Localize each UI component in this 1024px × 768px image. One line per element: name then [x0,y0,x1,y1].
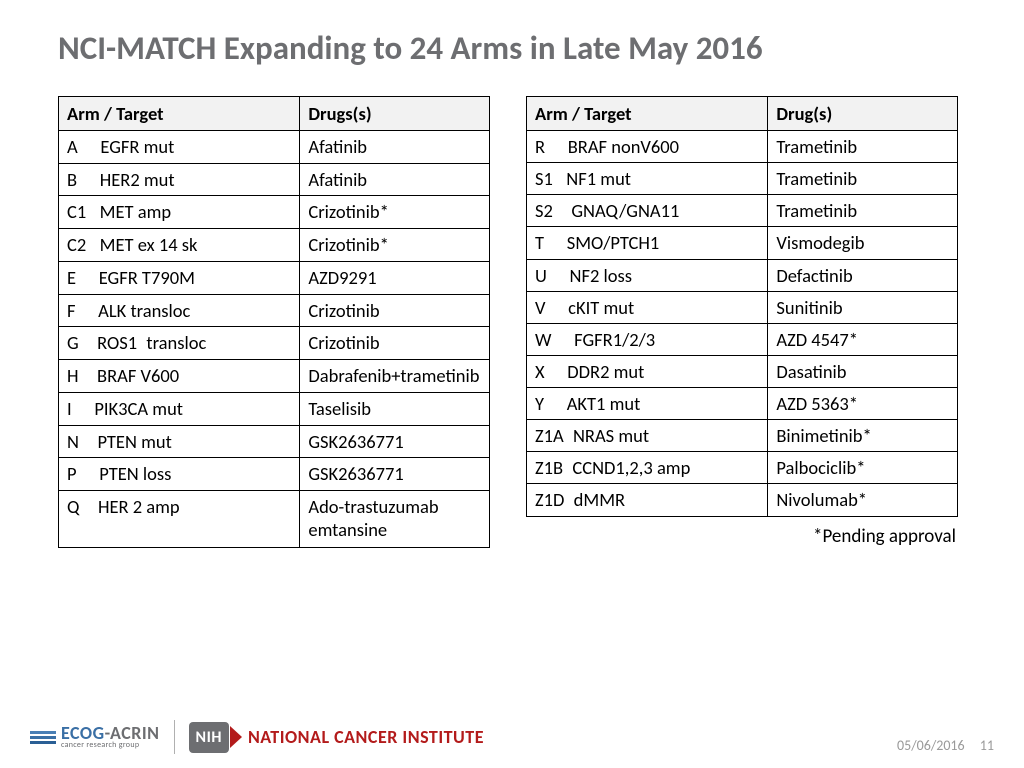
arms-table-right: Arm / Target Drug(s) R BRAF nonV600Trame… [526,96,958,517]
table-row: A EGFR mutAfatinib [59,131,490,164]
drug-cell: AZD 5363* [768,388,958,420]
drug-cell: Trametinib [768,163,958,195]
arm-target-cell: T SMO/PTCH1 [527,227,768,259]
table-row: F ALK translocCrizotinib [59,294,490,327]
arm-target-cell: B HER2 mut [59,163,300,196]
slide-number: 11 [980,737,994,754]
col-header: Drugs(s) [300,97,490,131]
table-row: T SMO/PTCH1Vismodegib [527,227,958,259]
table-row: V cKIT mutSunitinib [527,291,958,323]
nih-nci-logo: NIH NATIONAL CANCER INSTITUTE [189,722,484,753]
slide-date: 05/06/2016 [897,737,965,754]
arm-target-cell: R BRAF nonV600 [527,131,768,163]
col-header: Arm / Target [59,97,300,131]
arm-target-cell: V cKIT mut [527,291,768,323]
drug-cell: Taselisib [300,392,490,425]
table-row: Z1D dMMRNivolumab* [527,484,958,516]
table-row: U NF2 lossDefactinib [527,259,958,291]
table-row: Y AKT1 mutAZD 5363* [527,388,958,420]
drug-cell: Crizotinib* [300,196,490,229]
nih-badge: NIH [189,722,229,753]
arm-target-cell: C2 MET ex 14 sk [59,229,300,262]
table-row: B HER2 mutAfatinib [59,163,490,196]
col-header: Drug(s) [768,97,958,131]
drug-cell: Binimetinib* [768,420,958,452]
tables-container: Arm / Target Drugs(s) A EGFR mutAfatinib… [58,96,966,548]
drug-cell: GSK2636771 [300,425,490,458]
arm-target-cell: Z1A NRAS mut [527,420,768,452]
arms-table-left: Arm / Target Drugs(s) A EGFR mutAfatinib… [58,96,490,548]
drug-cell: Afatinib [300,131,490,164]
drug-cell: Dasatinib [768,355,958,387]
arm-target-cell: S2 GNAQ/GNA11 [527,195,768,227]
table-row: Q HER 2 ampAdo-trastuzumab emtansine [59,491,490,547]
table-row: Z1A NRAS mutBinimetinib* [527,420,958,452]
ecog-acrin-logo: ECOG-ACRIN cancer research group [30,725,160,750]
table-row: S1 NF1 mutTrametinib [527,163,958,195]
arm-target-cell: Y AKT1 mut [527,388,768,420]
arm-target-cell: S1 NF1 mut [527,163,768,195]
table-row: X DDR2 mutDasatinib [527,355,958,387]
table-row: Z1B CCND1,2,3 ampPalbociclib* [527,452,958,484]
table-row: H BRAF V600Dabrafenib+trametinib [59,360,490,393]
drug-cell: Defactinib [768,259,958,291]
drug-cell: AZD9291 [300,261,490,294]
table-row: N PTEN mutGSK2636771 [59,425,490,458]
arm-target-cell: N PTEN mut [59,425,300,458]
drug-cell: Palbociclib* [768,452,958,484]
table-row: G ROS1 translocCrizotinib [59,327,490,360]
footer: ECOG-ACRIN cancer research group NIH NAT… [0,712,1024,768]
page-meta: 05/06/2016 11 [897,737,994,754]
table-row: E EGFR T790MAZD9291 [59,261,490,294]
arm-target-cell: H BRAF V600 [59,360,300,393]
drug-cell: Trametinib [768,195,958,227]
drug-cell: Afatinib [300,163,490,196]
chevron-right-icon [230,726,242,748]
arm-target-cell: Q HER 2 amp [59,491,300,547]
arm-target-cell: C1 MET amp [59,196,300,229]
arm-target-cell: X DDR2 mut [527,355,768,387]
arm-target-cell: F ALK transloc [59,294,300,327]
drug-cell: AZD 4547* [768,323,958,355]
table-row: C1 MET ampCrizotinib* [59,196,490,229]
drug-cell: Ado-trastuzumab emtansine [300,491,490,547]
drug-cell: Sunitinib [768,291,958,323]
drug-cell: Crizotinib* [300,229,490,262]
footer-divider [174,720,175,754]
arm-target-cell: Z1D dMMR [527,484,768,516]
drug-cell: Vismodegib [768,227,958,259]
drug-cell: GSK2636771 [300,458,490,491]
col-header: Arm / Target [527,97,768,131]
drug-cell: Crizotinib [300,294,490,327]
drug-cell: Nivolumab* [768,484,958,516]
footnote: *Pending approval [526,525,958,548]
drug-cell: Trametinib [768,131,958,163]
arm-target-cell: Z1B CCND1,2,3 amp [527,452,768,484]
ecog-bars-icon [30,731,56,744]
table-row: S2 GNAQ/GNA11Trametinib [527,195,958,227]
page-title: NCI-MATCH Expanding to 24 Arms in Late M… [58,28,966,68]
table-row: C2 MET ex 14 skCrizotinib* [59,229,490,262]
arm-target-cell: G ROS1 transloc [59,327,300,360]
table-row: W FGFR1/2/3AZD 4547* [527,323,958,355]
arm-target-cell: W FGFR1/2/3 [527,323,768,355]
arm-target-cell: I PIK3CA mut [59,392,300,425]
arm-target-cell: U NF2 loss [527,259,768,291]
table-row: P PTEN lossGSK2636771 [59,458,490,491]
drug-cell: Dabrafenib+trametinib [300,360,490,393]
nci-text: NATIONAL CANCER INSTITUTE [248,726,484,748]
arm-target-cell: P PTEN loss [59,458,300,491]
table-row: I PIK3CA mutTaselisib [59,392,490,425]
arm-target-cell: E EGFR T790M [59,261,300,294]
arm-target-cell: A EGFR mut [59,131,300,164]
table-row: R BRAF nonV600Trametinib [527,131,958,163]
drug-cell: Crizotinib [300,327,490,360]
